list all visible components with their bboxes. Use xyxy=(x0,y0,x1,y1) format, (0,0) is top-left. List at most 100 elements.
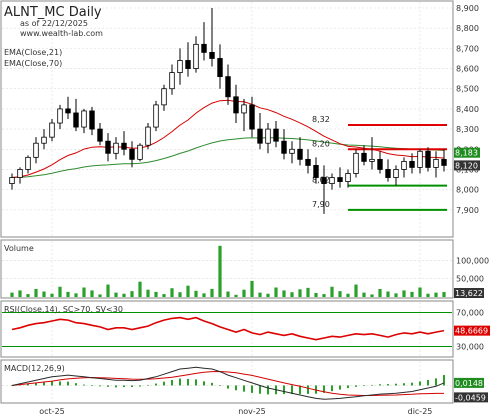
macd-histogram-bar xyxy=(251,385,253,393)
price-badge-label: 8,120 xyxy=(455,161,478,170)
volume-bar xyxy=(34,288,38,297)
candle-body-up xyxy=(145,126,151,146)
rsi-line xyxy=(11,316,445,341)
macd-histogram-bar xyxy=(67,381,69,386)
rsi-series: 70,000 30,000 48,6669 xyxy=(2,309,490,352)
candle xyxy=(57,104,63,130)
volume-bar xyxy=(418,287,422,297)
candle-body-down xyxy=(97,128,103,142)
macd-badge-label: 0,0148 xyxy=(455,379,483,388)
volume-bar xyxy=(410,291,414,297)
candle xyxy=(137,143,143,162)
volume-bar xyxy=(298,289,302,297)
rsi-badge-box xyxy=(454,325,490,336)
candle-body-down xyxy=(89,110,95,130)
macd-histogram-bar xyxy=(195,379,197,386)
price-badge-box xyxy=(454,147,480,158)
price-tick-label: 8,500 xyxy=(456,85,479,94)
macd-histogram-bar xyxy=(83,384,85,386)
candle xyxy=(17,167,23,184)
candle xyxy=(369,137,375,170)
price-badge-label: 8,183 xyxy=(455,149,478,158)
macd-histogram-bar xyxy=(43,382,45,386)
price-tick-label: 7,900 xyxy=(456,206,479,215)
macd-series: 0,0148 -0,0459 xyxy=(2,366,488,403)
candle xyxy=(321,165,327,214)
macd-histogram-bar xyxy=(347,385,349,389)
volume-bar xyxy=(426,293,430,297)
candle xyxy=(425,147,431,172)
volume-bar xyxy=(274,287,278,297)
candle xyxy=(265,123,271,154)
candle-body-up xyxy=(33,142,39,158)
volume-bar xyxy=(90,290,94,297)
macd-histogram-bar xyxy=(187,378,189,386)
macd-histogram-bar xyxy=(75,383,77,386)
macd-histogram-bar xyxy=(339,385,341,390)
level-label: 8,02 xyxy=(312,176,330,185)
candle-body-up xyxy=(417,150,423,168)
candle-body-up xyxy=(153,104,159,128)
volume-bar xyxy=(226,291,230,297)
candle-body-up xyxy=(369,158,375,162)
candle-body-down xyxy=(297,148,303,160)
candle-body-up xyxy=(401,160,407,170)
macd-histogram-bar xyxy=(123,385,125,388)
volume-bar xyxy=(282,290,286,297)
candle-body-up xyxy=(289,148,295,154)
volume-panel xyxy=(0,239,454,299)
macd-panel xyxy=(0,359,454,404)
macd-histogram-bar xyxy=(259,385,261,394)
candle-body-down xyxy=(209,52,215,59)
candle xyxy=(441,149,447,172)
candle xyxy=(409,153,415,174)
volume-tick-label: 50,000 xyxy=(456,275,484,284)
candle-body-down xyxy=(441,158,447,166)
candle xyxy=(393,165,399,186)
candle-body-down xyxy=(305,158,311,166)
candle xyxy=(297,137,303,166)
volume-bar xyxy=(234,294,238,297)
macd-histogram-bar xyxy=(299,385,301,395)
volume-bar xyxy=(266,293,270,297)
candle-body-up xyxy=(329,177,335,184)
candle xyxy=(65,96,71,119)
macd-histogram-bar xyxy=(59,381,61,386)
volume-bar xyxy=(330,286,334,297)
candle xyxy=(193,36,199,73)
volume-bar xyxy=(146,289,150,297)
volume-bar xyxy=(202,293,206,297)
candle xyxy=(281,129,287,160)
candle-body-down xyxy=(313,165,319,178)
volume-bar xyxy=(130,291,134,297)
macd-histogram-bar xyxy=(203,381,205,386)
candle-body-down xyxy=(105,140,111,154)
macd-histogram-bar xyxy=(235,385,237,391)
price-tick-label: 8,600 xyxy=(456,65,479,74)
macd-histogram-bar xyxy=(323,385,325,393)
candle xyxy=(145,123,151,150)
macd-histogram-bar xyxy=(163,381,165,386)
candle-body-down xyxy=(281,140,287,154)
candle xyxy=(401,157,407,178)
signal-badge-label: -0,0459 xyxy=(455,393,486,402)
candle xyxy=(201,22,207,61)
price-tick-label: 8,900 xyxy=(456,4,479,13)
candle xyxy=(121,131,127,156)
volume-bar xyxy=(154,291,158,297)
volume-bar xyxy=(42,291,46,297)
macd-histogram-bar xyxy=(267,385,269,395)
macd-histogram-bar xyxy=(363,385,365,387)
candle xyxy=(153,100,159,132)
macd-histogram-bar xyxy=(283,385,285,395)
volume-bar xyxy=(242,289,246,297)
candle-body-up xyxy=(161,88,167,106)
macd-histogram-bar xyxy=(219,385,221,387)
macd-badge-box xyxy=(454,377,484,388)
candle-body-up xyxy=(353,152,359,174)
candle-body-up xyxy=(81,110,87,128)
volume-bar xyxy=(370,294,374,297)
volume-bar xyxy=(386,291,390,297)
candle xyxy=(33,137,39,164)
